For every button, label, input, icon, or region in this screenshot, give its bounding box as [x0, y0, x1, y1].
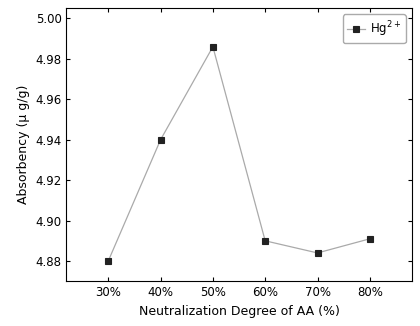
X-axis label: Neutralization Degree of AA (%): Neutralization Degree of AA (%) — [139, 305, 339, 318]
Hg$^{2+}$ — [315, 251, 320, 255]
Legend: Hg$^{2+}$: Hg$^{2+}$ — [343, 14, 406, 43]
Y-axis label: Absorbency (μ g/g): Absorbency (μ g/g) — [17, 85, 30, 204]
Hg$^{2+}$ — [262, 239, 268, 243]
Hg$^{2+}$ — [158, 138, 163, 142]
Hg$^{2+}$ — [368, 237, 373, 241]
Line: Hg$^{2+}$: Hg$^{2+}$ — [105, 44, 373, 264]
Hg$^{2+}$ — [106, 259, 111, 263]
Hg$^{2+}$ — [210, 45, 215, 49]
